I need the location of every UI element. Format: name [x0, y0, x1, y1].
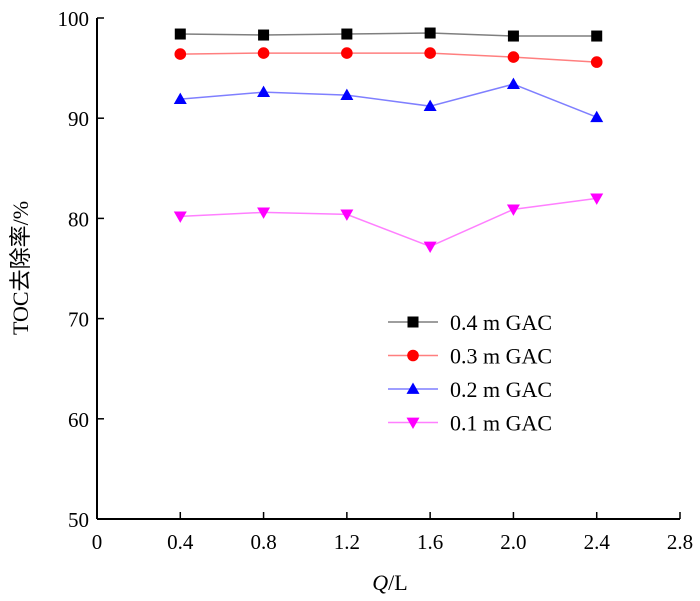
y-tick-label: 50	[68, 508, 89, 532]
x-tick-label: 0	[92, 530, 103, 554]
legend-label: 0.4 m GAC	[450, 310, 552, 335]
legend-label: 0.3 m GAC	[450, 344, 552, 369]
x-tick-label: 0.8	[250, 530, 276, 554]
x-axis-title: Q/L	[372, 570, 407, 595]
y-tick-label: 80	[68, 207, 89, 231]
data-point	[173, 92, 187, 105]
legend-item: 0.4 m GAC	[388, 310, 552, 335]
y-tick-label: 60	[68, 408, 89, 432]
legend-label: 0.1 m GAC	[450, 411, 552, 436]
ticks: 0 0.4 0.8 1.2 1.6 2.0 2.4 2.8 50 60 70 80 90 100	[58, 7, 694, 554]
data-point	[423, 99, 437, 112]
legend-marker	[406, 417, 420, 429]
data-point	[424, 47, 436, 59]
x-tick-label: 1.6	[417, 530, 443, 554]
y-axis-title: TOC去除率/%	[8, 201, 33, 335]
legend-marker	[406, 382, 420, 394]
data-point	[257, 85, 271, 98]
series-line	[180, 83, 597, 118]
data-point	[258, 29, 270, 41]
data-point	[173, 211, 187, 223]
legend-item: 0.1 m GAC	[388, 411, 552, 436]
data-point	[507, 51, 520, 63]
series-line	[180, 197, 597, 248]
series-2	[173, 77, 604, 123]
data-point	[506, 77, 520, 90]
y-tick-label: 100	[58, 7, 90, 31]
data-point	[340, 88, 354, 101]
data-point	[590, 56, 603, 68]
data-point	[340, 209, 354, 221]
data-point	[590, 110, 604, 123]
legend-item: 0.2 m GAC	[388, 377, 552, 402]
series-0	[174, 27, 603, 42]
x-tick-label: 1.2	[334, 530, 360, 554]
legend: 0.4 m GAC 0.3 m GAC 0.2 m GAC 0.1 m GAC	[388, 310, 552, 436]
legend-label: 0.2 m GAC	[450, 377, 552, 402]
x-tick-label: 0.4	[167, 530, 194, 554]
data-point	[591, 30, 603, 42]
data-point	[424, 27, 436, 39]
data-point	[257, 207, 271, 219]
x-tick-label: 2.0	[500, 530, 526, 554]
y-tick-label: 90	[68, 107, 89, 131]
x-tick-label: 2.4	[584, 530, 611, 554]
axes	[96, 18, 680, 520]
x-axis-title-symbol: Q	[372, 570, 388, 595]
series-line	[180, 32, 597, 37]
x-tick-label: 2.8	[667, 530, 693, 554]
data-point	[174, 48, 187, 60]
legend-marker	[407, 349, 419, 362]
data-point	[341, 47, 353, 59]
data-point	[257, 47, 270, 59]
data-point	[590, 193, 604, 205]
legend-item: 0.3 m GAC	[388, 344, 552, 369]
y-tick-label: 70	[68, 308, 89, 332]
series	[173, 27, 604, 253]
series-1	[174, 47, 603, 68]
legend-marker	[407, 316, 419, 328]
data-point	[506, 204, 520, 216]
data-point	[423, 241, 437, 253]
series-line	[180, 52, 597, 63]
x-axis-title-unit: /L	[388, 570, 408, 595]
series-3	[173, 193, 604, 253]
data-point	[341, 28, 353, 40]
data-point	[507, 30, 519, 42]
data-point	[174, 28, 186, 40]
